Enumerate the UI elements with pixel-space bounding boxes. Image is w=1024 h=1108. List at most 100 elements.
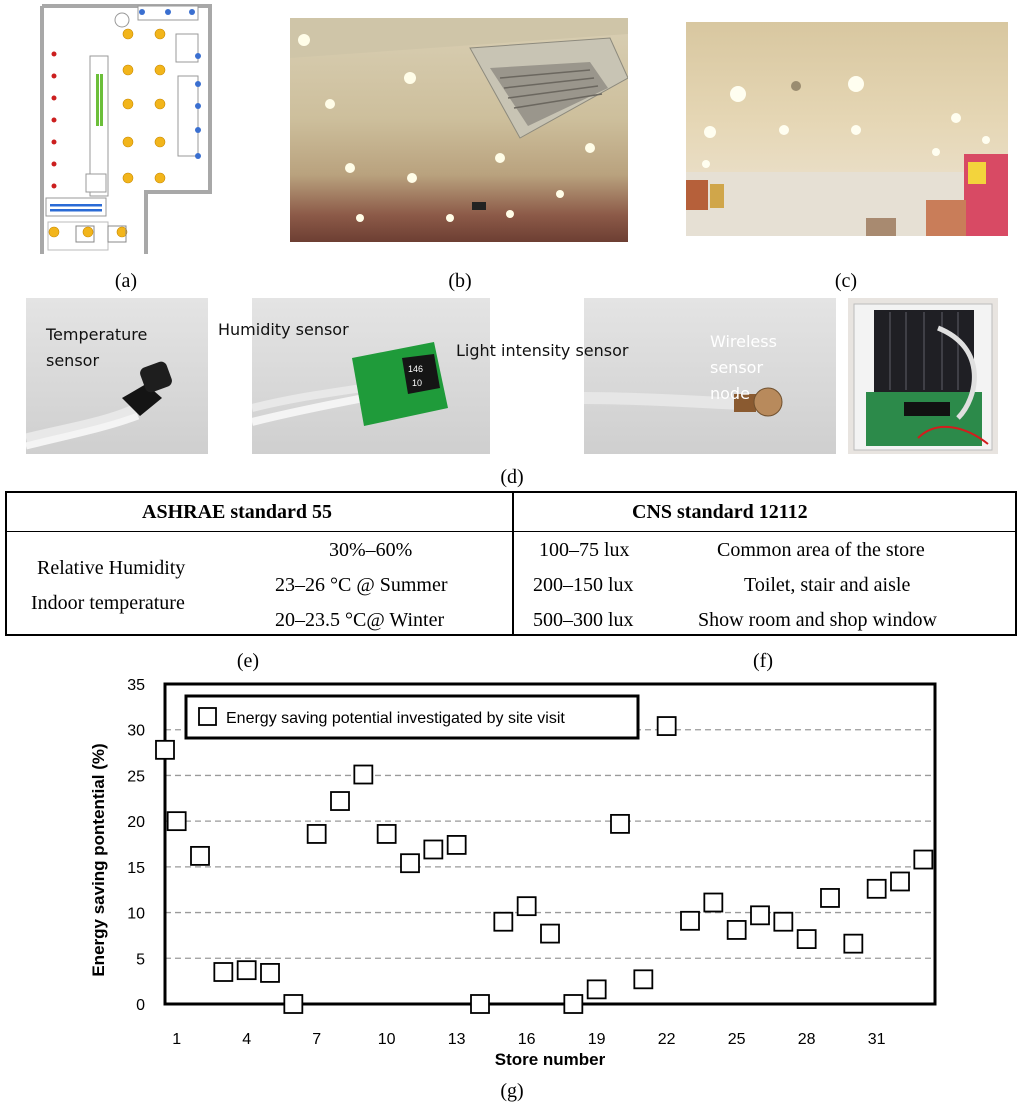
- data-point: [540, 923, 560, 944]
- humidity-sensor-photo: 146 10: [252, 298, 490, 454]
- wireless-sensor-node-photo: [848, 298, 998, 454]
- data-point: [470, 994, 490, 1014]
- table-row: 100–75 lux: [539, 539, 630, 561]
- data-point: [493, 911, 514, 932]
- data-point: [423, 839, 444, 860]
- legend-box: [184, 694, 640, 740]
- floor-plan-drawing: [40, 4, 212, 254]
- data-point: [820, 888, 840, 908]
- data-point: [283, 994, 304, 1014]
- x-tick-label: 10: [378, 1031, 396, 1048]
- chip-marking-top: 146: [408, 364, 423, 374]
- panel-label-e: (e): [236, 650, 260, 672]
- y-tick-labels: 0 5 10 15 20 25 30 35: [127, 677, 145, 1014]
- data-point: [190, 845, 210, 866]
- table-header-rule: [7, 531, 1015, 532]
- y-tick-label: 25: [127, 768, 145, 785]
- panel-label-c: (c): [834, 270, 858, 292]
- x-tick-label: 31: [868, 1031, 886, 1048]
- temperature-sensor-label: Temperature sensor: [46, 325, 148, 370]
- data-point: [446, 835, 467, 855]
- data-point: [260, 963, 280, 983]
- relative-humidity-label: Relative Humidity: [37, 557, 186, 579]
- data-point: [913, 849, 934, 870]
- light-sensor-drawing: [584, 387, 783, 417]
- humidity-sensor-drawing: 146 10: [252, 342, 448, 426]
- data-point: [516, 896, 537, 917]
- standards-table: ASHRAE standard 55 CNS standard 12112 Re…: [5, 491, 1017, 636]
- y-tick-label: 20: [127, 814, 145, 831]
- ceiling-photo-drawing: [290, 18, 628, 222]
- x-tick-label: 4: [242, 1031, 251, 1048]
- y-tick-label: 30: [127, 723, 145, 740]
- store-floor-plan: [40, 4, 212, 254]
- humidity-range-value: 30%–60%: [329, 539, 413, 561]
- panel-label-d: (d): [500, 466, 524, 488]
- ceiling-air-conditioner-photo: [290, 18, 628, 242]
- x-axis-label: Store number: [495, 1050, 606, 1069]
- winter-temperature-value: 20–23.5 °C@ Winter: [275, 609, 445, 631]
- wireless-sensor-node-label: Wireless sensor node: [710, 332, 777, 403]
- x-tick-label: 16: [518, 1031, 536, 1048]
- x-tick-label: 1: [172, 1031, 181, 1048]
- light-sensor-label: Light intensity sensor: [456, 341, 629, 360]
- data-point: [306, 824, 327, 844]
- panel-label-g: (g): [500, 1080, 524, 1102]
- table-row: Show room and shop window: [698, 609, 937, 631]
- y-tick-label: 5: [136, 951, 145, 968]
- data-point: [353, 764, 374, 785]
- summer-temperature-value: 23–26 °C @ Summer: [275, 574, 448, 596]
- energy-saving-scatter-chart: 0 5 10 15 20 25 30 35 1 4 7 10 13 16 19 22 25 28 31 Store…: [89, 677, 937, 1069]
- data-point: [866, 878, 887, 899]
- data-point: [633, 969, 654, 990]
- data-point: [155, 739, 175, 760]
- light-sensor-photo: [584, 298, 836, 454]
- data-point: [563, 994, 584, 1014]
- data-point: [330, 791, 350, 811]
- x-tick-label: 7: [312, 1031, 321, 1048]
- data-point: [796, 929, 817, 949]
- data-point: [843, 933, 864, 954]
- table-row: 200–150 lux: [533, 574, 634, 596]
- data-point: [726, 920, 747, 940]
- x-tick-label: 19: [588, 1031, 606, 1048]
- data-point: [213, 962, 234, 982]
- data-points: [155, 716, 934, 1014]
- x-tick-label: 22: [658, 1031, 676, 1048]
- y-tick-label: 35: [127, 677, 145, 694]
- indoor-temperature-label: Indoor temperature: [31, 592, 185, 614]
- data-point: [680, 910, 700, 931]
- data-point: [890, 871, 910, 892]
- x-tick-label: 28: [798, 1031, 816, 1048]
- x-tick-labels: 1 4 7 10 13 16 19 22 25 28 31: [172, 1031, 885, 1048]
- data-point: [586, 979, 607, 1000]
- chip-marking-bottom: 10: [412, 378, 422, 388]
- y-tick-label: 10: [127, 906, 145, 923]
- data-point: [610, 813, 630, 834]
- data-point: [750, 905, 770, 926]
- x-tick-label: 25: [728, 1031, 746, 1048]
- temperature-sensor-drawing: [26, 361, 172, 450]
- interior-photo-drawing: [686, 76, 1008, 236]
- chart-plot-frame: [163, 682, 937, 1006]
- panel-label-b: (b): [448, 270, 472, 292]
- humidity-sensor-label: Humidity sensor: [218, 320, 349, 339]
- data-point: [656, 716, 677, 736]
- panel-label-f: (f): [753, 650, 773, 672]
- chart-legend: Energy saving potential investigated by …: [184, 694, 640, 740]
- ashrae-title: ASHRAE standard 55: [142, 501, 333, 523]
- data-point: [773, 911, 794, 932]
- panel-label-a: (a): [114, 270, 138, 292]
- cns-title: CNS standard 12112: [632, 501, 808, 523]
- data-point: [703, 892, 724, 913]
- y-tick-label: 15: [127, 860, 145, 877]
- legend-label: Energy saving potential investigated by …: [226, 710, 565, 727]
- table-row: Common area of the store: [717, 539, 925, 561]
- y-tick-label: 0: [136, 997, 145, 1014]
- legend-marker: [198, 707, 217, 726]
- data-point: [166, 811, 187, 832]
- temperature-sensor-photo: [26, 298, 208, 454]
- data-point: [236, 960, 257, 981]
- y-axis-label: Energy saving pontential (%): [89, 743, 108, 976]
- table-row: Toilet, stair and aisle: [744, 574, 911, 596]
